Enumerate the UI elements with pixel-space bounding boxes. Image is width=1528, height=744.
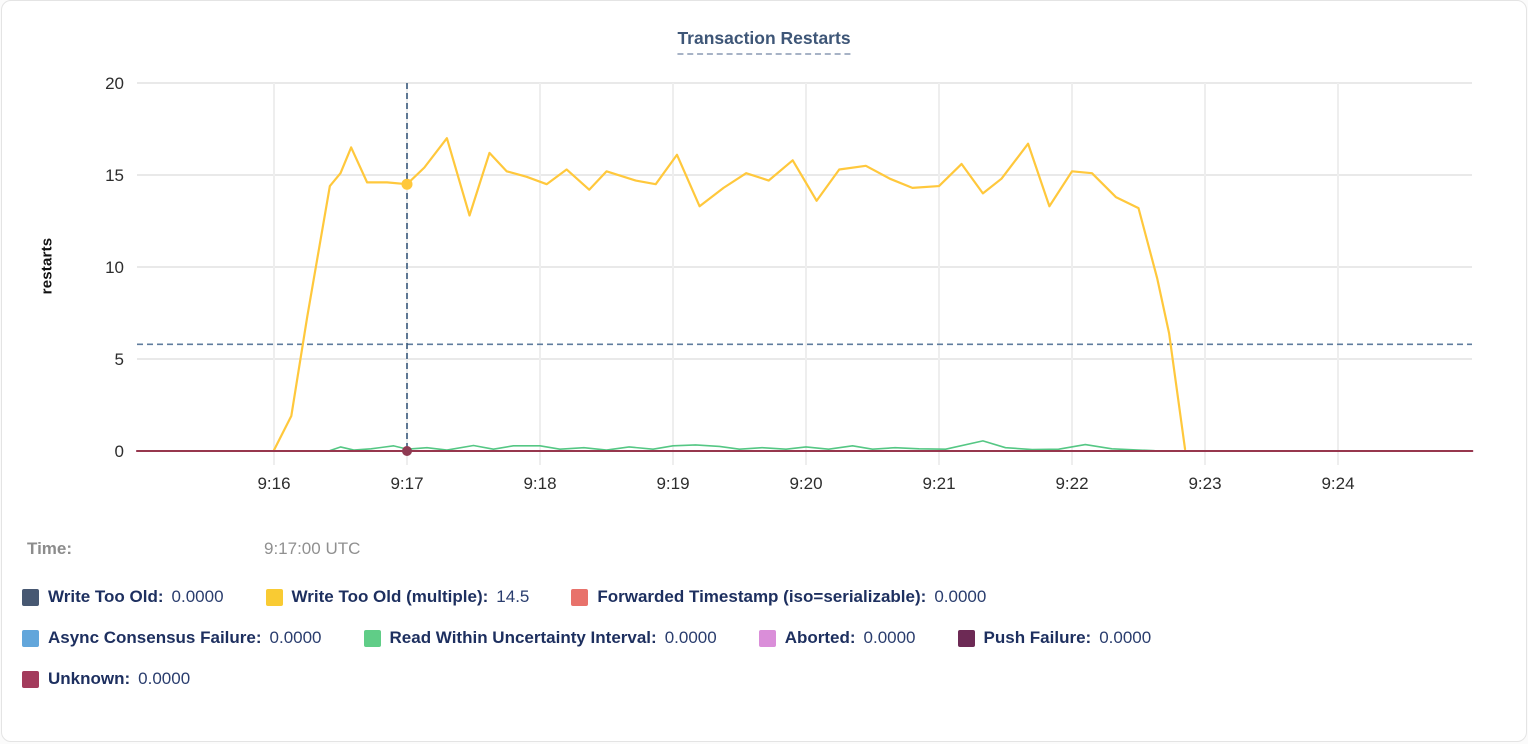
x-tick-label: 9:23 bbox=[1188, 474, 1221, 493]
chart-legend: Write Too Old: 0.0000 Write Too Old (multi… bbox=[22, 587, 1512, 710]
legend-value: 0.0000 bbox=[1099, 628, 1152, 647]
legend-item: Write Too Old: 0.0000 bbox=[22, 587, 224, 607]
legend-value: 0.0000 bbox=[138, 669, 191, 688]
legend-label: Forwarded Timestamp (iso=serializable): bbox=[597, 587, 927, 606]
legend-value: 0.0000 bbox=[664, 628, 717, 647]
legend-value: 14.5 bbox=[496, 587, 530, 606]
legend-value: 0.0000 bbox=[269, 628, 322, 647]
legend-row: Unknown: 0.0000 bbox=[22, 669, 1512, 689]
legend-label: Async Consensus Failure: bbox=[48, 628, 262, 647]
legend-value: 0.0000 bbox=[934, 587, 987, 606]
legend-swatch-icon bbox=[22, 629, 39, 647]
series-line bbox=[272, 137, 1187, 452]
tooltip-time-label: Time: bbox=[27, 539, 73, 558]
x-tick-label: 9:19 bbox=[656, 474, 689, 493]
legend-row: Write Too Old: 0.0000 Write Too Old (multi… bbox=[22, 587, 1512, 607]
legend-value: 0.0000 bbox=[171, 587, 224, 606]
legend-value: 0.0000 bbox=[863, 628, 916, 647]
legend-label: Write Too Old: bbox=[48, 587, 164, 606]
legend-label: Push Failure: bbox=[983, 628, 1092, 647]
legend-swatch-icon bbox=[758, 629, 776, 647]
y-tick-label: 0 bbox=[115, 442, 124, 461]
legend-swatch-icon bbox=[265, 588, 283, 606]
legend-swatch-icon bbox=[363, 629, 381, 647]
legend-label: Aborted: bbox=[784, 628, 856, 647]
hover-point bbox=[402, 446, 412, 456]
x-tick-label: 9:16 bbox=[257, 474, 290, 493]
legend-item: Read Within Uncertainty Interval: 0.0000 bbox=[363, 628, 717, 648]
chart-title[interactable]: Transaction Restarts bbox=[677, 28, 851, 55]
legend-label: Unknown: bbox=[48, 669, 131, 688]
y-tick-label: 5 bbox=[115, 350, 124, 369]
legend-item: Push Failure: 0.0000 bbox=[957, 628, 1152, 648]
series-line bbox=[329, 440, 1156, 452]
x-tick-label: 9:24 bbox=[1321, 474, 1354, 493]
x-tick-label: 9:17 bbox=[390, 474, 423, 493]
tooltip-time-row: Time: 9:17:00 UTC bbox=[27, 539, 1507, 559]
legend-item: Async Consensus Failure: 0.0000 bbox=[22, 628, 322, 648]
hover-point bbox=[401, 178, 413, 190]
x-tick-label: 9:20 bbox=[789, 474, 822, 493]
legend-swatch-icon bbox=[22, 588, 39, 606]
legend-row: Async Consensus Failure: 0.0000 Read Withi… bbox=[22, 628, 1512, 648]
legend-swatch-icon bbox=[957, 629, 975, 647]
x-tick-label: 9:18 bbox=[523, 474, 556, 493]
legend-swatch-icon bbox=[22, 670, 39, 688]
y-tick-label: 10 bbox=[105, 258, 124, 277]
legend-item: Forwarded Timestamp (iso=serializable): 0… bbox=[571, 587, 986, 607]
tooltip-time-value: 9:17:00 UTC bbox=[264, 539, 361, 558]
x-tick-label: 9:22 bbox=[1055, 474, 1088, 493]
legend-item: Write Too Old (multiple): 14.5 bbox=[265, 587, 530, 607]
legend-label: Write Too Old (multiple): bbox=[291, 587, 489, 606]
legend-item: Unknown: 0.0000 bbox=[22, 669, 190, 689]
y-tick-label: 15 bbox=[105, 166, 124, 185]
y-tick-label: 20 bbox=[105, 74, 124, 93]
x-tick-label: 9:21 bbox=[922, 474, 955, 493]
legend-swatch-icon bbox=[571, 588, 589, 606]
legend-item: Aborted: 0.0000 bbox=[758, 628, 916, 648]
line-chart-plot-area[interactable]: 0 5 10 15 20 9:16 9:17 9:18 9:19 9:20 9:21 9:22 9:23… bbox=[2, 1, 1527, 513]
legend-label: Read Within Uncertainty Interval: bbox=[389, 628, 657, 647]
